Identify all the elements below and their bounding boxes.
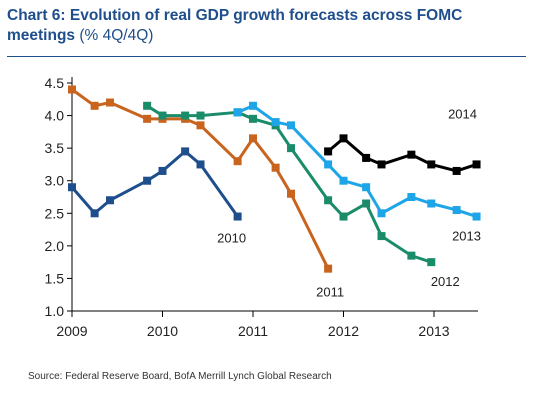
y-tick-label: 1.5	[45, 270, 65, 286]
data-point-2011	[90, 101, 99, 110]
data-point-2011	[68, 85, 76, 94]
data-point-2013	[407, 193, 416, 201]
series-line-2014	[327, 136, 478, 173]
data-point-2011	[143, 114, 152, 123]
data-point-2014	[377, 160, 386, 169]
y-tick-label: 3.0	[45, 173, 65, 189]
y-tick-label: 2.0	[45, 238, 65, 254]
series-label-2010: 2010	[217, 231, 246, 246]
data-point-2011	[233, 157, 242, 166]
data-point-2012	[158, 111, 167, 120]
y-tick-label: 4.5	[45, 75, 65, 91]
data-point-2014	[407, 150, 416, 159]
data-point-2013	[287, 121, 296, 130]
x-tick-label: 2009	[56, 323, 87, 339]
data-point-2011	[324, 264, 333, 273]
chart-title: Chart 6: Evolution of real GDP growth fo…	[7, 6, 527, 46]
data-point-2012	[427, 258, 436, 267]
series-label-2011: 2011	[316, 285, 344, 300]
series-line-2010	[70, 149, 239, 218]
data-point-2011	[106, 98, 115, 107]
data-point-2013	[233, 108, 242, 117]
data-point-2013	[377, 209, 386, 218]
data-point-2011	[249, 134, 257, 143]
data-point-2010	[106, 196, 115, 205]
data-point-2012	[362, 199, 371, 208]
data-point-2014	[427, 160, 436, 169]
y-tick-label: 2.5	[45, 205, 65, 221]
data-point-2013	[472, 212, 481, 221]
series-label-2012: 2012	[431, 274, 460, 289]
data-point-2012	[143, 101, 152, 110]
data-point-2010	[181, 147, 190, 156]
y-tick-label: 1.0	[45, 303, 65, 319]
data-point-2010	[90, 209, 99, 218]
chart-title-text: Chart 6: Evolution of real GDP growth fo…	[7, 7, 463, 44]
data-point-2012	[407, 251, 416, 260]
chart-title-unit: (% 4Q/4Q)	[79, 27, 154, 44]
data-point-2014	[452, 166, 461, 175]
data-point-2010	[158, 166, 167, 175]
data-point-2012	[324, 196, 333, 205]
data-point-2014	[362, 153, 371, 162]
x-tick-label: 2012	[328, 323, 359, 339]
data-point-2011	[271, 163, 280, 172]
data-point-2013	[339, 176, 348, 185]
data-point-2013	[271, 118, 280, 127]
data-point-2011	[287, 189, 296, 198]
data-point-2013	[249, 101, 257, 110]
data-point-2011	[196, 121, 205, 130]
data-point-2012	[287, 144, 296, 153]
x-tick-label: 2011	[238, 323, 268, 339]
data-point-2010	[196, 160, 205, 169]
x-tick-label: 2013	[418, 323, 449, 339]
series-label-2013: 2013	[452, 229, 481, 244]
data-point-2012	[196, 111, 205, 120]
data-point-2012	[377, 232, 386, 241]
y-tick-label: 3.5	[45, 140, 65, 156]
data-point-2013	[324, 160, 333, 169]
y-tick-label: 4.0	[45, 108, 65, 124]
data-point-2014	[472, 160, 481, 169]
x-tick-label: 2010	[147, 323, 178, 339]
data-point-2013	[452, 206, 461, 215]
source-note: Source: Federal Reserve Board, BofA Merr…	[28, 371, 332, 382]
data-point-2013	[362, 183, 371, 192]
data-point-2012	[181, 111, 190, 120]
data-point-2012	[339, 212, 348, 221]
data-point-2010	[68, 183, 76, 192]
data-point-2013	[427, 199, 436, 208]
data-point-2010	[233, 212, 242, 221]
data-point-2010	[143, 176, 152, 185]
title-rule	[7, 56, 526, 57]
data-point-2014	[339, 134, 348, 143]
data-point-2014	[324, 147, 333, 156]
series-label-2014: 2014	[448, 106, 477, 121]
data-point-2012	[249, 114, 257, 123]
